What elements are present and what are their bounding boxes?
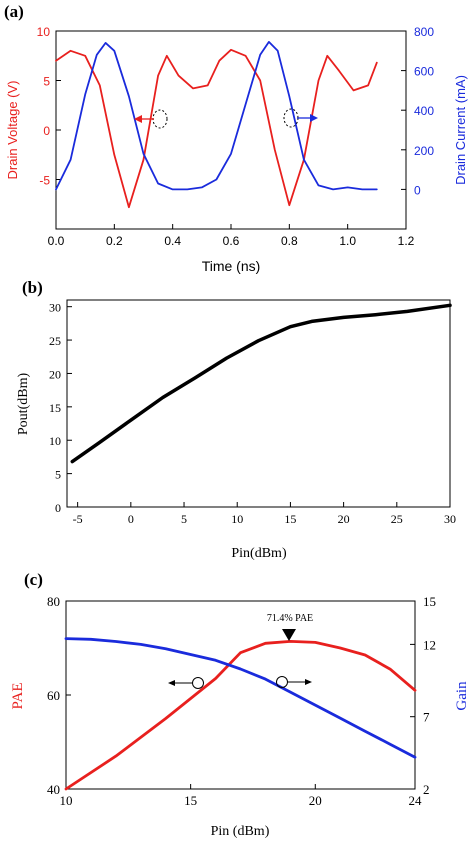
panel-b-y-ticks: 0 5 10 15 20 25 30 <box>49 301 72 515</box>
panel-a-x-tick-label: 0.2 <box>106 234 123 248</box>
panel-b-label: (b) <box>22 278 43 297</box>
panel-a-x-tick-label: 0.0 <box>48 234 65 248</box>
panel-a-x-tick-label: 0.4 <box>164 234 181 248</box>
panel-a-right-ticks: 0 200 400 600 800 <box>401 25 434 197</box>
panel-b-y-tick-label: 5 <box>55 468 61 482</box>
panel-b-x-tick-label: -5 <box>73 512 83 526</box>
panel-c-right-tick-label: 12 <box>423 637 436 652</box>
panel-c-right-tick-label: 15 <box>423 594 436 609</box>
drain-current-line <box>55 41 378 191</box>
panel-a-left-tick-label: 5 <box>43 75 50 89</box>
panel-c-right-ticks: 2 7 12 15 <box>410 594 436 797</box>
panel-c-right-tick-label: 7 <box>423 710 430 725</box>
panel-b-y-tick-label: 30 <box>49 301 61 315</box>
panel-c-x-tick-label: 15 <box>184 793 197 808</box>
panel-c: (c) 10 15 20 24 40 60 80 2 7 12 15 71.4% PAE Pin… <box>10 570 470 839</box>
peak-pae-annotation: 71.4% PAE <box>267 613 313 624</box>
panel-c-series <box>64 637 417 791</box>
panel-a-x-axis-label: Time (ns) <box>202 258 261 274</box>
panel-a-left-axis-label: Drain Voltage (V) <box>5 81 20 180</box>
panel-b-x-axis-label: Pin(dBm) <box>231 546 287 561</box>
panel-c-x-tick-label: 24 <box>409 793 423 808</box>
panel-b-y-axis-label: Pout(dBm) <box>16 373 31 436</box>
panel-a-series <box>55 41 378 209</box>
panel-b-x-tick-label: 30 <box>444 512 456 526</box>
panel-c-left-tick-label: 60 <box>47 688 60 703</box>
panel-b-y-tick-label: 15 <box>49 401 61 415</box>
panel-c-left-ticks: 40 60 80 <box>47 594 71 797</box>
panel-c-label: (c) <box>24 570 43 589</box>
panel-a-x-tick-label: 0.8 <box>281 234 298 248</box>
gain-marker-circle <box>276 676 288 688</box>
panel-a-x-tick-label: 1.2 <box>398 234 415 248</box>
panel-a-right-tick-label: 800 <box>414 25 434 39</box>
gain-line <box>64 637 417 759</box>
panel-b-x-tick-label: 15 <box>284 512 296 526</box>
panel-c-x-axis-label: Pin (dBm) <box>211 824 270 839</box>
panel-b-series <box>70 303 452 464</box>
pout-line <box>70 303 452 464</box>
panel-b: (b) -5 0 5 10 15 20 25 30 0 5 10 15 20 25 30 Pin(dBm)… <box>16 278 456 561</box>
panel-b-x-tick-label: 5 <box>181 512 187 526</box>
voltage-arrow-head <box>134 115 142 123</box>
panel-b-y-tick-label: 10 <box>49 434 61 448</box>
pae-line <box>64 640 417 791</box>
panel-a-right-tick-label: 600 <box>414 65 434 79</box>
panel-a-x-tick-label: 0.6 <box>223 234 240 248</box>
panel-b-y-tick-label: 20 <box>49 367 61 381</box>
panel-a-right-tick-label: 0 <box>414 183 421 197</box>
voltage-marker-ellipse <box>152 109 168 129</box>
panel-b-x-tick-label: 10 <box>231 512 243 526</box>
panel-c-left-tick-label: 80 <box>47 594 60 609</box>
panel-a-left-tick-label: 0 <box>43 124 50 138</box>
panel-a-right-axis-label: Drain Current (mA) <box>453 75 468 185</box>
panel-a-x-ticks: 0.0 0.2 0.4 0.6 0.8 1.0 1.2 <box>48 224 415 248</box>
panel-c-x-tick-label: 10 <box>60 793 73 808</box>
peak-pae-marker <box>282 629 296 641</box>
panel-c-right-axis-label: Gain <box>454 681 470 711</box>
panel-b-plot-frame <box>66 299 451 508</box>
panel-c-left-tick-label: 40 <box>47 782 60 797</box>
panel-b-x-tick-label: 25 <box>391 512 403 526</box>
panel-c-right-tick-label: 2 <box>423 782 430 797</box>
panel-a-left-tick-label: 10 <box>37 25 51 39</box>
drain-voltage-line <box>55 48 378 209</box>
pae-marker-circle <box>192 677 204 689</box>
panel-a-right-tick-label: 200 <box>414 144 434 158</box>
pae-arrow-head <box>168 680 175 686</box>
panel-c-x-tick-label: 20 <box>309 793 322 808</box>
panel-a-left-tick-label: -5 <box>39 174 50 188</box>
panel-c-plot-frame <box>65 600 416 790</box>
panel-c-left-axis-label: PAE <box>10 683 26 710</box>
current-arrow-head <box>310 114 318 122</box>
panel-b-x-tick-label: 0 <box>128 512 134 526</box>
panel-b-y-tick-label: 0 <box>55 501 61 515</box>
panel-b-y-tick-label: 25 <box>49 334 61 348</box>
panel-c-x-ticks: 10 15 20 24 <box>60 784 423 808</box>
panel-b-x-ticks: -5 0 5 10 15 20 25 30 <box>73 502 456 526</box>
panel-a-right-tick-label: 400 <box>414 104 434 118</box>
gain-arrow-head <box>305 679 312 685</box>
panel-a-left-ticks: -5 0 5 10 <box>37 25 61 188</box>
panel-a: (a) 0.0 0.2 0.4 0.6 0.8 1.0 1.2 -5 0 5 10 0 200 400… <box>4 2 468 274</box>
panel-b-x-tick-label: 20 <box>338 512 350 526</box>
panel-a-label: (a) <box>4 2 24 21</box>
panel-a-x-tick-label: 1.0 <box>339 234 356 248</box>
